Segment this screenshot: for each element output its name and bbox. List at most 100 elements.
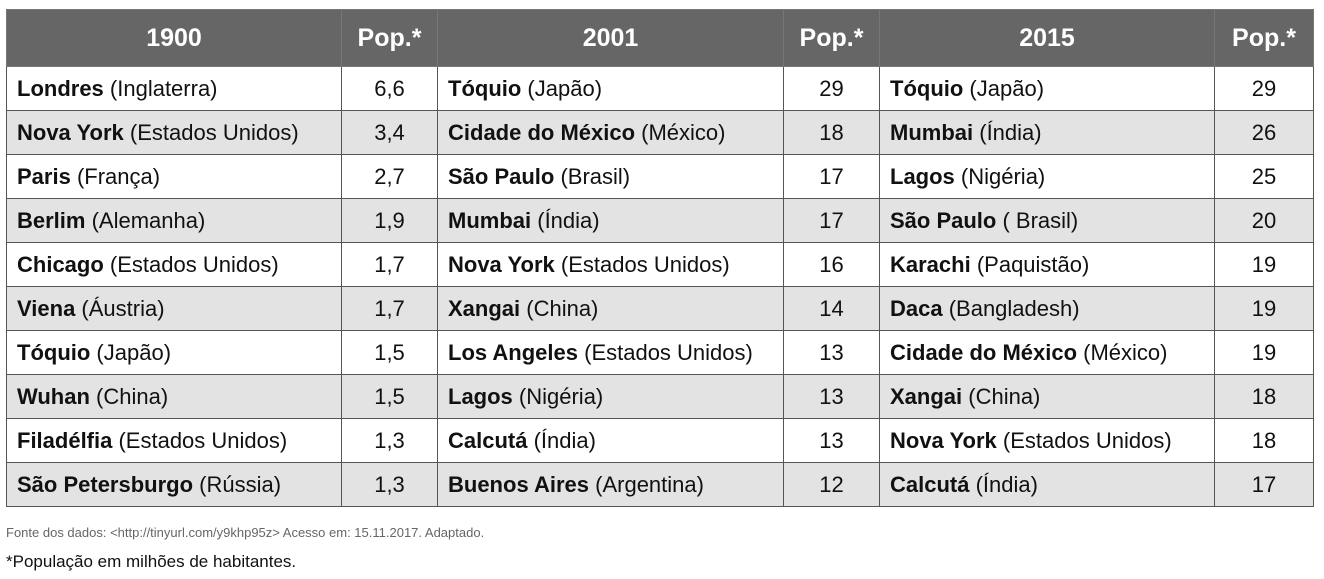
population-cell-year-2001: 12 xyxy=(783,462,880,507)
city-cell-year-1900: Chicago (Estados Unidos) xyxy=(6,242,342,287)
country-name: (Nigéria) xyxy=(954,163,1046,189)
table-row: São Petersburgo (Rússia) 1,3 Buenos Aires … xyxy=(6,462,1314,507)
country-name: (Índia) xyxy=(527,427,596,453)
population-cell-year-2015: 18 xyxy=(1214,418,1314,463)
population-cell-year-1900: 3,4 xyxy=(341,110,438,155)
city-name: Cidade do México xyxy=(448,119,636,145)
city-name: Calcutá xyxy=(890,471,970,497)
population-cell-year-1900: 1,3 xyxy=(341,418,438,463)
city-name: Lagos xyxy=(448,383,513,409)
city-cell-year-2001: Calcutá (Índia) xyxy=(437,418,784,463)
city-cell-year-2001: Cidade do México (México) xyxy=(437,110,784,155)
country-name: (México) xyxy=(1077,339,1168,365)
country-name: (China) xyxy=(89,383,169,409)
population-cell-year-1900: 1,7 xyxy=(341,242,438,287)
header-pop-2001: Pop.* xyxy=(783,9,880,67)
header-2015: 2015 xyxy=(879,9,1215,67)
footnote: *População em milhões de habitantes. xyxy=(6,552,297,571)
city-cell-year-1900: Londres (Inglaterra) xyxy=(6,66,342,111)
city-cell-year-2015: Lagos (Nigéria) xyxy=(879,154,1215,199)
table-header-row: 1900 Pop.* 2001 Pop.* 2015 Pop.* xyxy=(6,9,1314,67)
city-name: São Paulo xyxy=(890,207,997,233)
city-name: Cidade do México xyxy=(890,339,1078,365)
population-table: 1900 Pop.* 2001 Pop.* 2015 Pop.* Londres… xyxy=(6,9,1314,507)
population-cell-year-2015: 20 xyxy=(1214,198,1314,243)
population-cell-year-2001: 17 xyxy=(783,154,880,199)
country-name: ( Brasil) xyxy=(996,207,1079,233)
city-cell-year-2001: Tóquio (Japão) xyxy=(437,66,784,111)
city-cell-year-2001: Los Angeles (Estados Unidos) xyxy=(437,330,784,375)
city-name: Viena xyxy=(17,295,76,321)
city-name: Tóquio xyxy=(448,75,522,101)
country-name: (Japão) xyxy=(963,75,1045,101)
city-cell-year-1900: Tóquio (Japão) xyxy=(6,330,342,375)
city-name: São Petersburgo xyxy=(17,471,194,497)
city-cell-year-1900: Paris (França) xyxy=(6,154,342,199)
country-name: (Bangladesh) xyxy=(942,295,1080,321)
population-cell-year-2001: 17 xyxy=(783,198,880,243)
population-cell-year-2015: 19 xyxy=(1214,286,1314,331)
city-name: Tóquio xyxy=(17,339,91,365)
city-name: Paris xyxy=(17,163,71,189)
population-cell-year-1900: 1,5 xyxy=(341,330,438,375)
country-name: (França) xyxy=(70,163,161,189)
population-cell-year-2001: 18 xyxy=(783,110,880,155)
city-name: Chicago xyxy=(17,251,104,277)
city-name: Xangai xyxy=(890,383,963,409)
population-cell-year-2001: 29 xyxy=(783,66,880,111)
table-row: Viena (Áustria) 1,7 Xangai (China) 14 Daca (… xyxy=(6,286,1314,331)
table-body: Londres (Inglaterra) 6,6 Tóquio (Japão) 29 T… xyxy=(6,66,1314,507)
country-name: (Estados Unidos) xyxy=(578,339,753,365)
city-cell-year-2001: Xangai (China) xyxy=(437,286,784,331)
city-cell-year-1900: Filadélfia (Estados Unidos) xyxy=(6,418,342,463)
population-cell-year-2015: 19 xyxy=(1214,330,1314,375)
country-name: (Rússia) xyxy=(193,471,282,497)
country-name: (China) xyxy=(520,295,599,321)
city-name: Londres xyxy=(17,75,104,101)
city-cell-year-2015: Mumbai (Índia) xyxy=(879,110,1215,155)
city-cell-year-1900: São Petersburgo (Rússia) xyxy=(6,462,342,507)
city-cell-year-2001: Buenos Aires (Argentina) xyxy=(437,462,784,507)
country-name: (Estados Unidos) xyxy=(123,119,299,145)
country-name: (Japão) xyxy=(521,75,603,101)
city-cell-year-2015: Karachi (Paquistão) xyxy=(879,242,1215,287)
city-name: Buenos Aires xyxy=(448,471,590,497)
city-name: São Paulo xyxy=(448,163,555,189)
country-name: (Paquistão) xyxy=(970,251,1090,277)
city-cell-year-2015: Cidade do México (México) xyxy=(879,330,1215,375)
country-name: (Argentina) xyxy=(589,471,704,497)
country-name: (Índia) xyxy=(531,207,600,233)
table-row: Chicago (Estados Unidos) 1,7 Nova York (Es… xyxy=(6,242,1314,287)
table-row: Wuhan (China) 1,5 Lagos (Nigéria) 13 Xangai … xyxy=(6,374,1314,419)
population-cell-year-2015: 25 xyxy=(1214,154,1314,199)
country-name: (Inglaterra) xyxy=(103,75,218,101)
city-cell-year-2015: Daca (Bangladesh) xyxy=(879,286,1215,331)
city-name: Filadélfia xyxy=(17,427,113,453)
country-name: (Estados Unidos) xyxy=(112,427,288,453)
city-cell-year-2015: Calcutá (Índia) xyxy=(879,462,1215,507)
population-cell-year-2015: 29 xyxy=(1214,66,1314,111)
population-cell-year-1900: 1,7 xyxy=(341,286,438,331)
table-row: Filadélfia (Estados Unidos) 1,3 Calcutá (Í… xyxy=(6,418,1314,463)
country-name: (Índia) xyxy=(969,471,1038,497)
city-name: Nova York xyxy=(890,427,997,453)
country-name: (Estados Unidos) xyxy=(554,251,730,277)
population-cell-year-2015: 17 xyxy=(1214,462,1314,507)
country-name: (Áustria) xyxy=(75,295,165,321)
city-cell-year-2015: São Paulo ( Brasil) xyxy=(879,198,1215,243)
city-cell-year-2015: Xangai (China) xyxy=(879,374,1215,419)
city-name: Los Angeles xyxy=(448,339,578,365)
city-cell-year-1900: Viena (Áustria) xyxy=(6,286,342,331)
population-cell-year-2015: 19 xyxy=(1214,242,1314,287)
country-name: (México) xyxy=(635,119,726,145)
city-cell-year-2001: Lagos (Nigéria) xyxy=(437,374,784,419)
country-name: (Alemanha) xyxy=(85,207,206,233)
city-name: Nova York xyxy=(448,251,555,277)
city-cell-year-2015: Nova York (Estados Unidos) xyxy=(879,418,1215,463)
table-row: Londres (Inglaterra) 6,6 Tóquio (Japão) 29 T… xyxy=(6,66,1314,111)
population-cell-year-2001: 13 xyxy=(783,418,880,463)
header-pop-1900: Pop.* xyxy=(341,9,438,67)
country-name: (China) xyxy=(962,383,1041,409)
table-row: Paris (França) 2,7 São Paulo (Brasil) 17 Lag… xyxy=(6,154,1314,199)
city-name: Mumbai xyxy=(890,119,974,145)
